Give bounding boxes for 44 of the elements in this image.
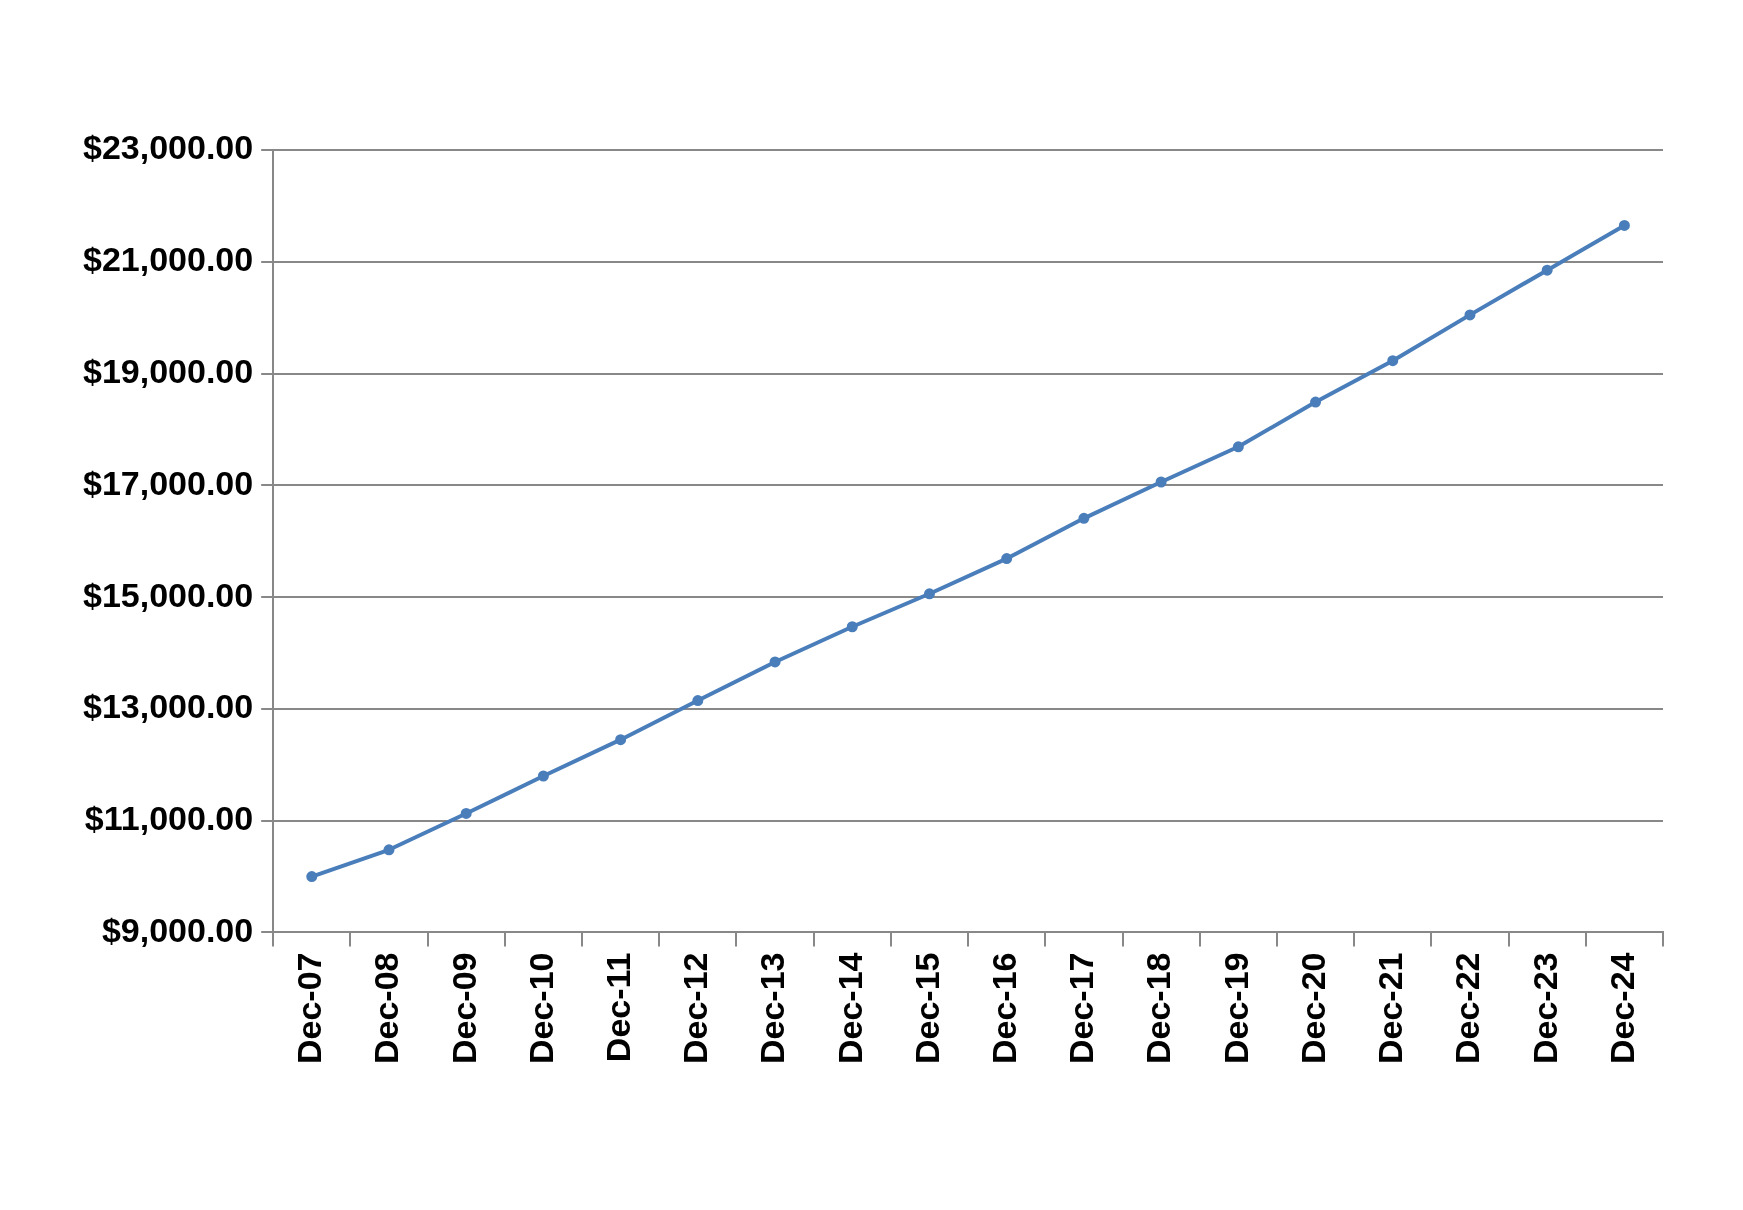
y-tick-label: $17,000.00 (82, 463, 254, 502)
x-tick-label: Dec-13 (753, 952, 792, 1064)
point (1001, 553, 1013, 565)
x-tick-label: Dec-23 (1525, 952, 1564, 1064)
point (1232, 441, 1244, 453)
x-tick-label: Dec-18 (1139, 952, 1178, 1064)
point (615, 734, 627, 746)
x-tick-label: Dec-21 (1371, 952, 1410, 1064)
y-tick-label: $15,000.00 (82, 575, 254, 614)
point (306, 871, 318, 883)
x-tick-label: Dec-11 (599, 952, 637, 1063)
x-tick-label: Dec-09 (444, 952, 483, 1064)
x-tick-label: Dec-12 (676, 952, 715, 1064)
x-tick-label: Dec-22 (1448, 952, 1487, 1064)
y-tick-label: $23,000.00 (82, 128, 254, 167)
point (923, 588, 935, 600)
y-tick-label: $21,000.00 (82, 240, 254, 279)
point (846, 621, 858, 633)
x-tick-label: Dec-14 (830, 952, 869, 1064)
point (537, 770, 549, 782)
x-tick-label: Dec-16 (985, 952, 1024, 1064)
point (383, 844, 395, 856)
x-tick-label: Dec-07 (290, 952, 329, 1064)
point (1155, 476, 1167, 488)
x-tick-label: Dec-17 (1062, 952, 1101, 1064)
y-tick-label: $19,000.00 (82, 351, 254, 390)
point (1310, 396, 1322, 408)
x-tick-label: Dec-20 (1293, 952, 1332, 1064)
point (1078, 512, 1090, 524)
point (460, 807, 472, 819)
point (769, 656, 781, 668)
x-tick-label: Dec-24 (1602, 952, 1641, 1064)
x-tick-label: Dec-15 (907, 952, 946, 1064)
point (1387, 355, 1399, 367)
x-tick-label: Dec-19 (1216, 952, 1255, 1064)
y-tick-label: $13,000.00 (82, 687, 254, 726)
point (1618, 219, 1630, 231)
x-tick-label: Dec-10 (521, 952, 560, 1064)
y-tick-label: $9,000.00 (101, 910, 254, 949)
point (1541, 264, 1553, 276)
x-tick-label: Dec-08 (367, 952, 406, 1064)
point (692, 695, 704, 707)
point (1464, 309, 1476, 321)
y-tick-label: $11,000.00 (84, 799, 254, 838)
